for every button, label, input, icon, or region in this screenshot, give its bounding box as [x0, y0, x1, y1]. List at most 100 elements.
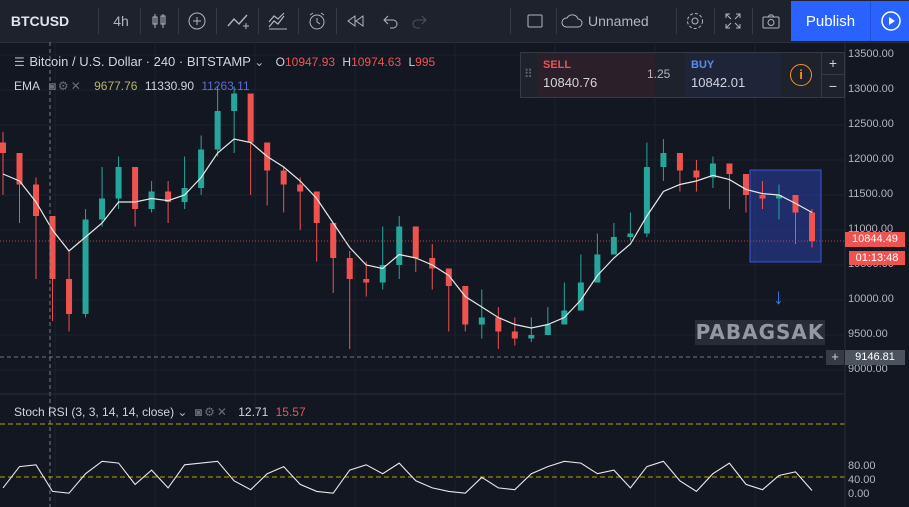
- collapse-icon[interactable]: ☰: [14, 55, 25, 69]
- publish-button[interactable]: Publish: [791, 1, 870, 41]
- undo-icon[interactable]: [376, 0, 406, 42]
- price-tick-label: 13000.00: [848, 83, 894, 95]
- candle-body: [627, 233, 634, 237]
- ema-legend: EMA ◙⚙✕ 9677.76 11330.90 11263.11: [14, 79, 250, 93]
- expand-icon[interactable]: [718, 0, 748, 42]
- settings-icon[interactable]: [680, 0, 710, 42]
- candle-body: [280, 170, 287, 185]
- buy-button[interactable]: BUY 10842.01: [685, 53, 781, 97]
- candle-body: [809, 212, 815, 242]
- candle-body: [33, 184, 40, 216]
- stoch-rsi-k-line: [2, 460, 813, 494]
- top-toolbar: BTCUSD 4h Unnamed: [0, 0, 909, 43]
- candlestick-series: [0, 86, 815, 349]
- candle-body: [66, 279, 73, 314]
- stoch-tick-label: 40.00: [848, 473, 876, 486]
- interval-button[interactable]: 4h: [113, 13, 129, 29]
- candle-body: [115, 167, 122, 199]
- stoch-legend: Stoch RSI (3, 3, 14, 14, close) ⌄ ◙⚙✕ 12…: [14, 405, 306, 419]
- price-tick-label: 11500.00: [848, 188, 894, 200]
- candle-body: [49, 216, 56, 279]
- candle-body: [610, 237, 617, 255]
- candle-body: [412, 226, 419, 258]
- toolbar-divider: [216, 8, 217, 34]
- candle-body: [775, 195, 782, 199]
- toolbar-divider: [714, 8, 715, 34]
- redo-icon[interactable]: [404, 0, 434, 42]
- candle-body: [742, 174, 749, 195]
- candle-body: [544, 324, 551, 335]
- buy-label: BUY: [691, 59, 715, 71]
- candle-body: [577, 282, 584, 311]
- price-tick-label: 13500.00: [848, 48, 894, 60]
- alert-icon[interactable]: [302, 0, 332, 42]
- candle-body: [99, 198, 106, 220]
- crosshair-price-label: 9146.81: [845, 350, 905, 365]
- toolbar-divider: [752, 8, 753, 34]
- fullscreen-icon[interactable]: [520, 0, 550, 42]
- stoch-controls-icon[interactable]: ◙⚙✕: [194, 405, 229, 419]
- minus-icon[interactable]: −: [821, 75, 844, 97]
- candle-body: [16, 153, 23, 185]
- candles-icon[interactable]: [144, 0, 174, 42]
- price-chart[interactable]: [0, 42, 909, 507]
- countdown-label: 01:13:48: [849, 251, 905, 265]
- ema-value-3: 11263.11: [201, 79, 250, 93]
- buy-price: 10842.01: [691, 75, 746, 90]
- chevron-down-icon[interactable]: ⌄: [254, 55, 265, 69]
- info-icon[interactable]: i: [790, 64, 812, 86]
- candle-body: [346, 258, 353, 279]
- plus-icon[interactable]: +: [821, 53, 844, 75]
- candle-body: [0, 142, 6, 153]
- indicators-icon[interactable]: [222, 0, 254, 42]
- layout-name-button[interactable]: Unnamed: [560, 0, 680, 42]
- candle-body: [297, 184, 304, 192]
- play-icon[interactable]: [870, 1, 909, 41]
- cloud-icon: [560, 13, 584, 29]
- candle-body: [247, 93, 254, 143]
- candle-body: [396, 226, 403, 265]
- candle-body: [511, 331, 518, 339]
- sell-button[interactable]: SELL 10840.76: [537, 53, 655, 97]
- candle-body: [726, 163, 733, 174]
- l-value: 995: [415, 55, 436, 69]
- spread-value: 1.25: [647, 67, 671, 81]
- trade-panel: ⠿ SELL 10840.76 1.25 BUY 10842.01 i + −: [520, 52, 845, 98]
- stoch-k-value: 12.71: [238, 405, 269, 419]
- candle-body: [676, 153, 683, 171]
- candle-body: [495, 317, 502, 332]
- l-label: L: [408, 55, 416, 69]
- add-alert-icon[interactable]: +: [826, 350, 844, 365]
- toolbar-divider: [556, 8, 557, 34]
- ema-controls-icon[interactable]: ◙⚙✕: [48, 79, 83, 93]
- candle-body: [478, 317, 485, 325]
- candle-body: [165, 191, 172, 202]
- candle-body: [429, 258, 436, 269]
- chart-grid: [0, 42, 845, 507]
- candle-body: [363, 279, 370, 283]
- price-tick-label: 10000.00: [848, 293, 894, 305]
- camera-icon[interactable]: [756, 0, 786, 42]
- stoch-d-value: 15.57: [275, 405, 306, 419]
- o-value: 10947.93: [284, 55, 336, 69]
- candle-body: [693, 170, 700, 178]
- chevron-down-icon[interactable]: ⌄: [177, 405, 188, 419]
- price-tick-label: 12000.00: [848, 153, 894, 165]
- replay-icon[interactable]: [340, 0, 370, 42]
- candle-body: [231, 93, 238, 111]
- compare-icon[interactable]: [182, 0, 212, 42]
- candle-body: [643, 167, 650, 234]
- drag-handle-icon[interactable]: ⠿: [524, 67, 533, 81]
- stoch-tick-label: 80.00: [848, 459, 876, 472]
- stoch-label: Stoch RSI (3, 3, 14, 14, close): [14, 405, 175, 419]
- sell-price: 10840.76: [543, 75, 598, 90]
- ema-value-1: 9677.76: [94, 79, 138, 93]
- candle-body: [379, 265, 386, 283]
- candle-body: [462, 286, 469, 325]
- main-legend: ☰ Bitcoin / U.S. Dollar · 240 · BITSTAMP…: [14, 54, 435, 69]
- o-label: O: [275, 55, 285, 69]
- candle-body: [445, 268, 452, 286]
- candle-body: [82, 219, 89, 314]
- symbol-search[interactable]: BTCUSD: [10, 13, 70, 29]
- templates-icon[interactable]: [262, 0, 294, 42]
